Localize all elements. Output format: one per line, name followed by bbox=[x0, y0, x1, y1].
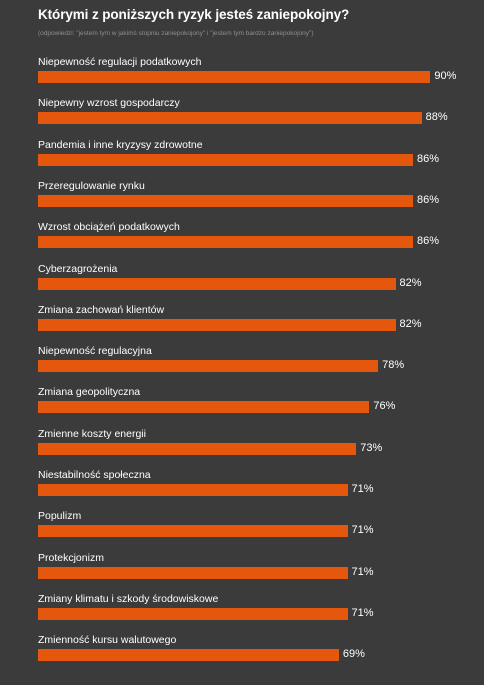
bar-row: Niepewny wzrost gospodarczy 88% bbox=[38, 97, 478, 127]
chart-title: Którymi z poniższych ryzyk jesteś zaniep… bbox=[38, 7, 350, 22]
bar-row: Niestabilność społeczna 71% bbox=[38, 469, 478, 499]
value-label: 69% bbox=[342, 648, 365, 661]
value-label: 71% bbox=[351, 524, 374, 537]
category-label: Wzrost obciążeń podatkowych bbox=[38, 221, 180, 234]
category-label: Niestabilność społeczna bbox=[38, 469, 151, 481]
category-label: Zmiana zachowań klientów bbox=[38, 303, 165, 316]
bar bbox=[38, 525, 348, 538]
value-label: 71% bbox=[351, 606, 374, 619]
value-label: 78% bbox=[382, 359, 405, 372]
chart-subtitle: (odpowiedzi: "jestem tym w jakimś stopni… bbox=[38, 30, 314, 37]
category-label: Pandemia i inne kryzysy zdrowotne bbox=[38, 138, 203, 151]
bar bbox=[38, 277, 396, 290]
bar-row: Niepewność regulacyjna 78% bbox=[38, 345, 478, 375]
bar-row: Niepewność regulacji podatkowych 90% bbox=[38, 56, 478, 86]
value-label: 82% bbox=[399, 276, 422, 289]
bar-row: Zmienne koszty energii 73% bbox=[38, 428, 478, 458]
bar-row: Zmiany klimatu i szkody środowiskowe 71% bbox=[38, 593, 478, 623]
bar-row: Zmiana geopolityczna 76% bbox=[38, 386, 478, 416]
bar-row: Cyberzagrożenia 82% bbox=[38, 263, 478, 293]
bar bbox=[38, 236, 413, 249]
category-label: Zmiany klimatu i szkody środowiskowe bbox=[38, 592, 219, 605]
value-label: 76% bbox=[373, 400, 396, 413]
category-label: Populizm bbox=[38, 510, 82, 523]
value-label: 86% bbox=[416, 193, 439, 206]
value-label: 86% bbox=[416, 235, 439, 248]
value-label: 73% bbox=[360, 441, 383, 454]
value-label: 90% bbox=[434, 70, 457, 82]
category-label: Niepewność regulacji podatkowych bbox=[38, 56, 202, 68]
value-label: 86% bbox=[416, 152, 439, 165]
category-label: Niepewny wzrost gospodarczy bbox=[38, 97, 180, 110]
value-label: 82% bbox=[399, 317, 422, 330]
bar bbox=[38, 71, 431, 83]
bar-row: Protekcjonizm 71% bbox=[38, 552, 478, 582]
bar bbox=[38, 607, 348, 620]
bar-row: Zmiana zachowań klientów 82% bbox=[38, 304, 478, 334]
bar bbox=[38, 318, 396, 331]
bar-row: Zmienność kursu walutowego 69% bbox=[38, 634, 478, 664]
bar bbox=[38, 566, 348, 579]
bar bbox=[38, 401, 370, 414]
value-label: 71% bbox=[351, 483, 374, 495]
bar-row: Przeregulowanie rynku 86% bbox=[38, 180, 478, 210]
category-label: Zmienność kursu walutowego bbox=[38, 634, 177, 647]
bar bbox=[38, 112, 422, 125]
bar-row: Wzrost obciążeń podatkowych 86% bbox=[38, 221, 478, 251]
bar bbox=[38, 153, 413, 166]
category-label: Przeregulowanie rynku bbox=[38, 179, 145, 192]
bar bbox=[38, 649, 339, 662]
category-label: Protekcjonizm bbox=[38, 551, 104, 564]
category-label: Cyberzagrożenia bbox=[38, 262, 118, 275]
value-label: 71% bbox=[351, 565, 374, 578]
bar bbox=[38, 442, 357, 455]
category-label: Zmiana geopolityczna bbox=[38, 386, 141, 399]
bar-row: Populizm 71% bbox=[38, 510, 478, 540]
value-label: 88% bbox=[425, 111, 448, 124]
bar bbox=[38, 194, 413, 207]
category-label: Niepewność regulacyjna bbox=[38, 345, 152, 358]
bar-row: Pandemia i inne kryzysy zdrowotne 86% bbox=[38, 139, 478, 169]
bar bbox=[38, 360, 379, 373]
category-label: Zmienne koszty energii bbox=[38, 427, 146, 440]
bar bbox=[38, 484, 348, 496]
